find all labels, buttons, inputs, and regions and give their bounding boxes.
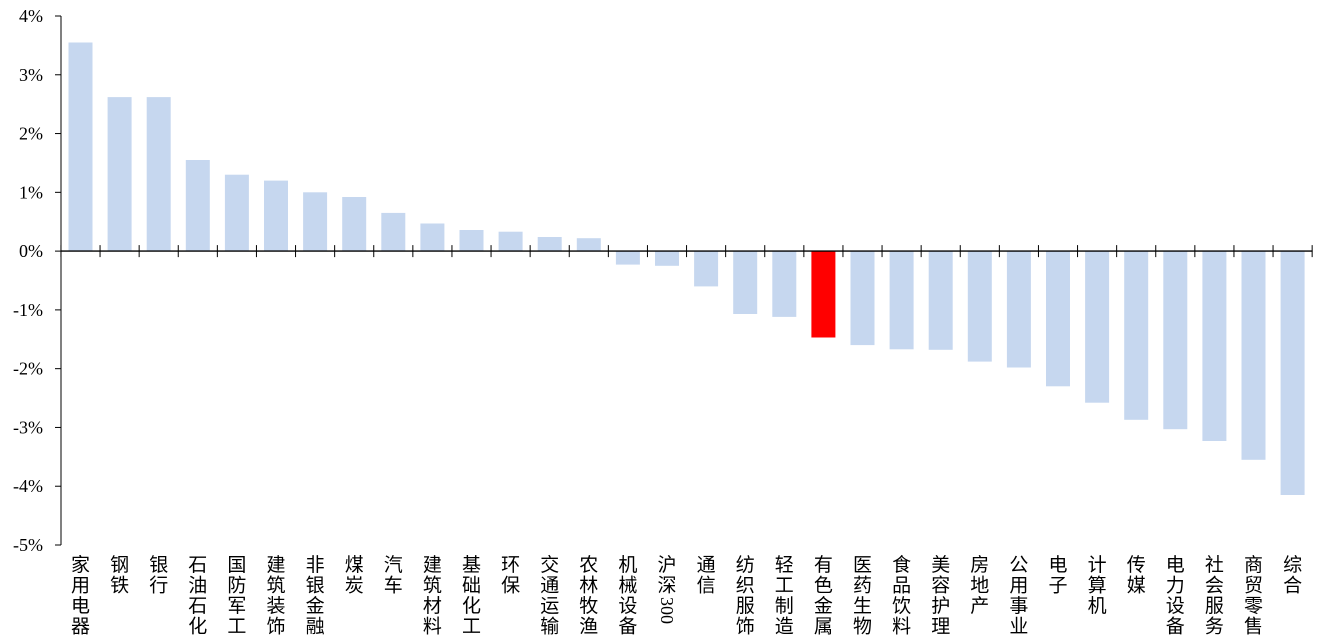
- category-label: 机械设备: [618, 554, 637, 638]
- bar-电力设备: [1163, 251, 1188, 430]
- category-label: 社会服务: [1205, 554, 1224, 638]
- y-tick-label: 4%: [19, 6, 43, 26]
- bar-国防军工: [224, 174, 249, 252]
- y-tick-label: -3%: [13, 417, 43, 437]
- bar-轻工制造: [772, 251, 797, 317]
- bar-通信: [694, 251, 719, 287]
- category-label: 建筑材料: [423, 554, 442, 638]
- bar-汽车: [381, 212, 406, 252]
- category-label: 石油石化: [188, 554, 207, 638]
- bar-钢铁: [107, 97, 132, 252]
- bar-医药生物: [850, 251, 875, 346]
- category-label: 有色金属: [814, 554, 833, 638]
- bar-交通运输: [537, 237, 562, 252]
- bar-银行: [146, 97, 171, 252]
- category-label: 电力设备: [1166, 554, 1185, 638]
- category-label: 轻工制造: [775, 554, 794, 638]
- y-tick-label: 3%: [19, 65, 43, 85]
- category-label: 电子: [1048, 554, 1067, 597]
- category-label: 商贸零售: [1244, 554, 1263, 638]
- bar-家用电器: [68, 42, 93, 252]
- bar-农林牧渔: [576, 238, 601, 252]
- bar-食品饮料: [889, 251, 914, 350]
- category-label: 公用事业: [1009, 554, 1028, 638]
- category-label: 环保: [501, 554, 520, 597]
- bar-建筑装饰: [264, 180, 288, 252]
- bar-社会服务: [1202, 251, 1227, 441]
- category-label-digits: 300: [657, 597, 677, 624]
- category-label: 国防军工: [227, 554, 246, 638]
- category-label: 交通运输: [540, 554, 559, 638]
- y-tick-label: -2%: [13, 359, 43, 379]
- category-label: 综合: [1283, 554, 1302, 597]
- bars-group: [68, 42, 1305, 495]
- bar-传媒: [1124, 251, 1149, 420]
- y-tick-labels: -5% -4% -3% -2% -1% 0% 1% 2% 3% 4%: [13, 6, 43, 555]
- bar-房地产: [967, 251, 992, 362]
- category-label: 美容护理: [931, 554, 950, 638]
- category-label: 传媒: [1127, 554, 1146, 597]
- category-label: 房地产: [970, 554, 989, 617]
- category-label: 计算机: [1088, 554, 1107, 617]
- bar-环保: [498, 231, 523, 252]
- category-label: 医药生物: [853, 554, 872, 638]
- bar-纺织服饰: [733, 251, 758, 314]
- bar-有色金属: [811, 251, 836, 338]
- category-label: 纺织服饰: [736, 554, 755, 638]
- category-label: 食品饮料: [892, 554, 911, 638]
- y-tick-label: 0%: [19, 241, 43, 261]
- bar-电子: [1046, 251, 1070, 387]
- bar-建筑材料: [420, 223, 445, 252]
- category-label: 沪深: [657, 554, 676, 597]
- bar-沪深300: [655, 251, 679, 266]
- bar-美容护理: [928, 251, 953, 350]
- category-label: 农林牧渔: [579, 554, 598, 638]
- category-label: 煤炭: [345, 554, 364, 597]
- y-tick-label: 2%: [19, 124, 43, 144]
- category-label: 建筑装饰: [266, 554, 285, 638]
- axes-group: [55, 15, 1313, 546]
- bar-基础化工: [459, 230, 484, 252]
- bar-石油石化: [185, 160, 210, 252]
- y-tick-label: -4%: [13, 476, 43, 496]
- bar-商贸零售: [1241, 251, 1266, 460]
- y-tick-label: 1%: [19, 182, 43, 202]
- bar-综合: [1280, 251, 1305, 495]
- y-tick-label: -1%: [13, 300, 43, 320]
- category-label: 基础化工: [462, 554, 481, 638]
- category-label: 非银金融: [306, 554, 325, 638]
- bar-公用事业: [1006, 251, 1031, 368]
- category-label: 汽车: [384, 554, 403, 597]
- category-label: 钢铁: [110, 554, 129, 597]
- category-label: 通信: [697, 554, 716, 597]
- bar-机械设备: [615, 251, 640, 265]
- y-tick-label: -5%: [13, 535, 43, 555]
- category-label: 家用电器: [71, 554, 90, 638]
- bar-计算机: [1085, 251, 1110, 403]
- bar-煤炭: [342, 197, 367, 252]
- bar-非银金融: [303, 192, 328, 252]
- category-label: 银行: [149, 554, 168, 597]
